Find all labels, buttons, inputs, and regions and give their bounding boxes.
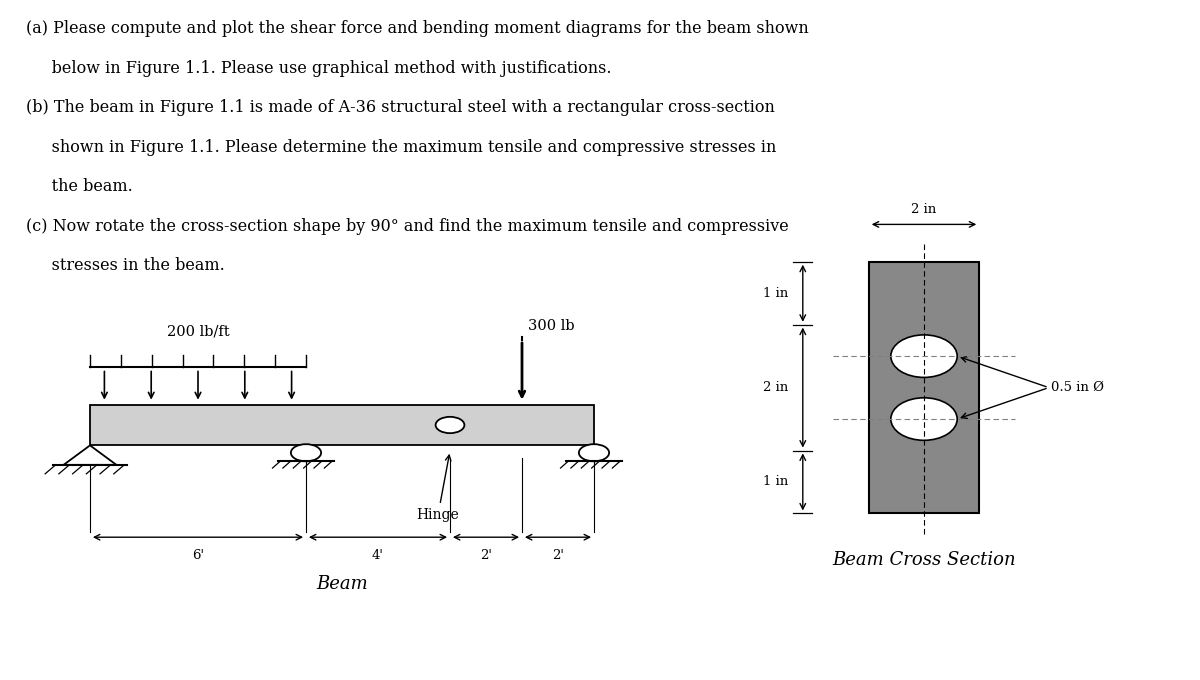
Ellipse shape <box>890 335 958 377</box>
Text: (c) Now rotate the cross-section shape by 90° and find the maximum tensile and c: (c) Now rotate the cross-section shape b… <box>26 218 790 235</box>
Text: (a) Please compute and plot the shear force and bending moment diagrams for the : (a) Please compute and plot the shear fo… <box>26 20 809 37</box>
Text: Hinge: Hinge <box>416 455 460 522</box>
Text: 0.5 in Ø: 0.5 in Ø <box>1051 381 1104 394</box>
Circle shape <box>436 417 464 433</box>
Polygon shape <box>64 445 116 465</box>
Text: 1 in: 1 in <box>763 287 788 300</box>
Text: 6': 6' <box>192 549 204 562</box>
Text: 200 lb/ft: 200 lb/ft <box>167 324 229 339</box>
Text: shown in Figure 1.1. Please determine the maximum tensile and compressive stress: shown in Figure 1.1. Please determine th… <box>26 139 776 156</box>
Circle shape <box>578 444 610 461</box>
Text: Beam: Beam <box>316 575 368 592</box>
Text: the beam.: the beam. <box>26 178 133 195</box>
Bar <box>90 405 594 445</box>
Text: 2': 2' <box>480 549 492 562</box>
Circle shape <box>290 444 322 461</box>
Text: 2': 2' <box>552 549 564 562</box>
Text: 1 in: 1 in <box>763 475 788 488</box>
Text: Beam Cross Section: Beam Cross Section <box>832 551 1016 568</box>
Text: 2 in: 2 in <box>763 381 788 394</box>
Text: 2 in: 2 in <box>911 203 937 216</box>
Bar <box>869 262 979 513</box>
Text: (b) The beam in Figure 1.1 is made of A-36 structural steel with a rectangular c: (b) The beam in Figure 1.1 is made of A-… <box>26 99 775 116</box>
Text: 300 lb: 300 lb <box>528 319 575 333</box>
Text: stresses in the beam.: stresses in the beam. <box>26 257 226 274</box>
Text: 4': 4' <box>372 549 384 562</box>
Text: below in Figure 1.1. Please use graphical method with justifications.: below in Figure 1.1. Please use graphica… <box>26 60 612 77</box>
Ellipse shape <box>890 398 958 441</box>
